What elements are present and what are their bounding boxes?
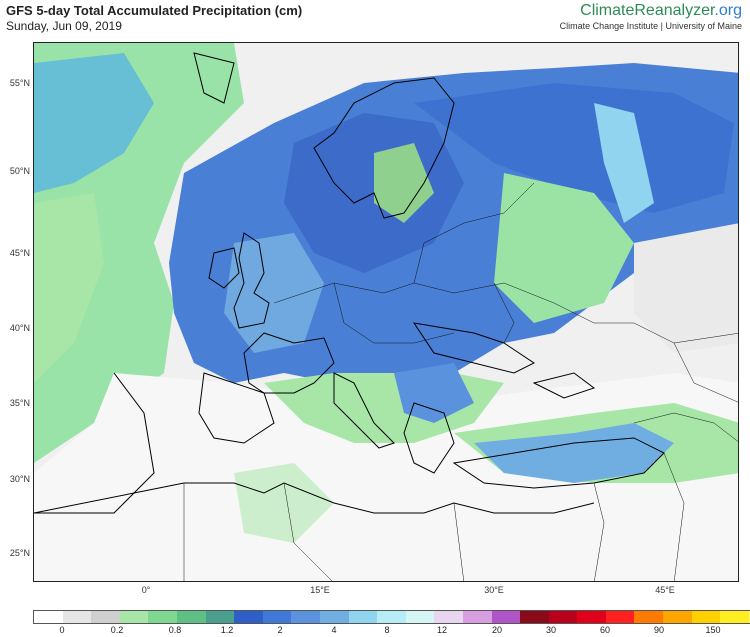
lon-label: 0°: [141, 585, 151, 595]
lat-label: 50°N: [9, 166, 30, 176]
colorbar-swatch: [348, 611, 378, 623]
colorbar-swatch: [405, 611, 435, 623]
colorbar-swatch: [434, 611, 463, 623]
colorbar-label: 2: [277, 625, 283, 635]
colorbar-swatch: [691, 611, 721, 623]
lat-label: 55°N: [9, 78, 30, 88]
colorbar-swatch: [520, 611, 549, 623]
lon-label: 30°E: [484, 585, 504, 595]
colorbar-swatch: [34, 611, 63, 623]
map-title: GFS 5-day Total Accumulated Precipitatio…: [6, 3, 303, 18]
colorbar-label: 60: [599, 625, 611, 635]
colorbar-swatch: [291, 611, 320, 623]
colorbar-swatch: [605, 611, 635, 623]
brand-name: ClimateReanalyzer.org: [580, 2, 742, 19]
precipitation-colorbar: [33, 610, 750, 624]
colorbar-swatch: [176, 611, 206, 623]
colorbar-swatch: [748, 611, 750, 623]
colorbar-swatch: [462, 611, 492, 623]
colorbar-swatch: [548, 611, 578, 623]
brand-subtitle: Climate Change Institute | University of…: [559, 21, 742, 31]
lat-label: 40°N: [9, 323, 30, 333]
colorbar-swatch: [720, 611, 749, 623]
lon-label: 45°E: [655, 585, 675, 595]
colorbar-label: 8: [384, 625, 390, 635]
colorbar-swatch: [663, 611, 692, 623]
map-canvas: [34, 43, 738, 581]
brand-logo[interactable]: ClimateReanalyzer.org Climate Change Ins…: [560, 2, 742, 31]
colorbar-swatch: [319, 611, 349, 623]
colorbar-swatch: [377, 611, 406, 623]
colorbar-label: 0.8: [168, 625, 182, 635]
colorbar-swatch: [62, 611, 92, 623]
lat-label: 25°N: [9, 548, 30, 558]
colorbar-swatch: [119, 611, 149, 623]
colorbar-label: 30: [545, 625, 557, 635]
lat-label: 35°N: [9, 398, 30, 408]
colorbar-swatch: [205, 611, 235, 623]
colorbar-label: 0: [59, 625, 65, 635]
colorbar-swatch: [577, 611, 606, 623]
lat-label: 30°N: [9, 474, 30, 484]
lat-label: 45°N: [9, 248, 30, 258]
precipitation-map: [33, 42, 739, 582]
colorbar-label: 0.2: [110, 625, 124, 635]
colorbar-swatch: [634, 611, 664, 623]
lon-label: 15°E: [310, 585, 330, 595]
colorbar-swatch: [491, 611, 521, 623]
colorbar-label: 12: [436, 625, 448, 635]
colorbar-swatch: [234, 611, 263, 623]
map-date: Sunday, Jun 09, 2019: [6, 19, 122, 33]
colorbar-label: 20: [491, 625, 503, 635]
colorbar-swatch: [91, 611, 120, 623]
colorbar-swatch: [262, 611, 292, 623]
colorbar-swatch: [148, 611, 177, 623]
colorbar-label: 150: [705, 625, 721, 635]
colorbar-label: 1.2: [220, 625, 234, 635]
colorbar-label: 4: [331, 625, 337, 635]
colorbar-label: 90: [653, 625, 665, 635]
